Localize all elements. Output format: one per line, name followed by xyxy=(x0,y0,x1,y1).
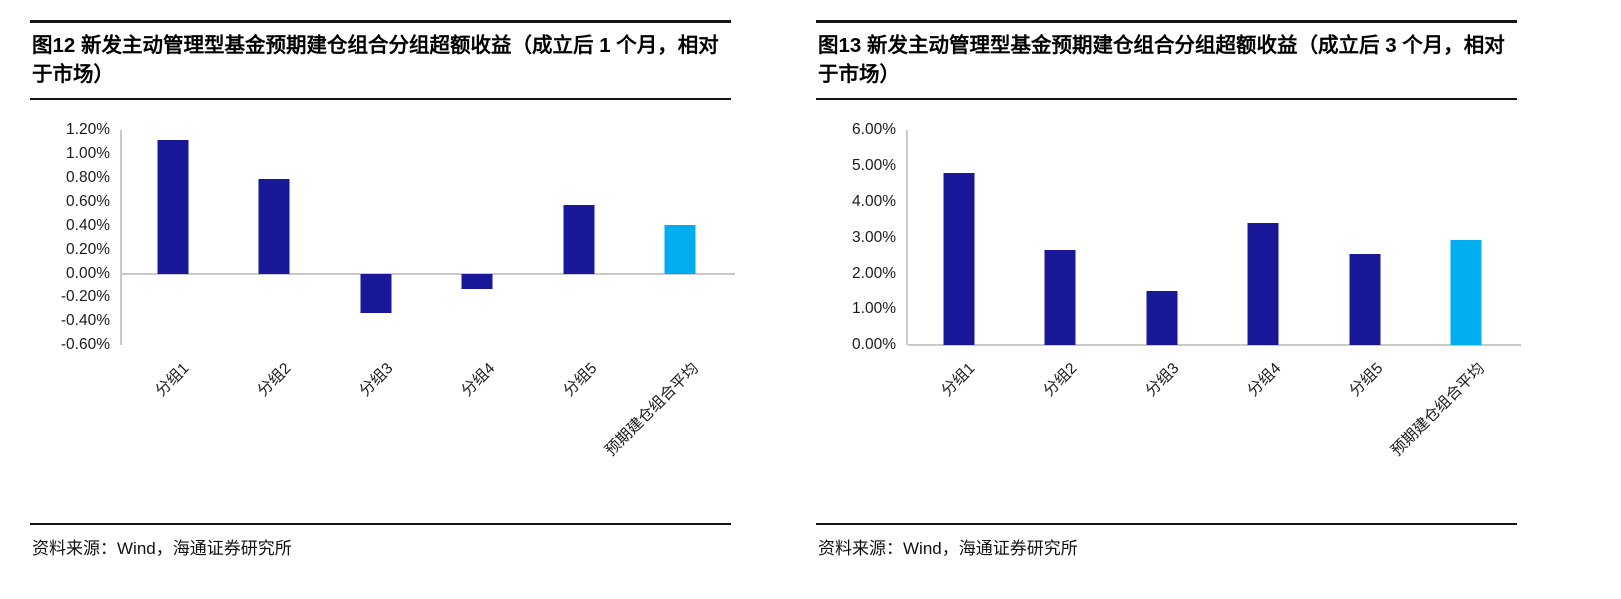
y-tick-label: 2.00% xyxy=(852,264,896,282)
source-line: 资料来源：Wind，海通证券研究所 xyxy=(30,523,731,559)
x-category-label: 分组2 xyxy=(1040,360,1081,401)
bar-分组1 xyxy=(943,173,975,346)
plot xyxy=(120,130,735,346)
bar-分组1 xyxy=(157,139,189,274)
bar-预期建仓组合平均 xyxy=(1450,239,1482,346)
source-line: 资料来源：Wind，海通证券研究所 xyxy=(816,523,1517,559)
bar-分组3 xyxy=(1146,291,1178,346)
report-figures-row: 图12 新发主动管理型基金预期建仓组合分组超额收益（成立后 1 个月，相对于市场… xyxy=(30,20,1521,559)
x-category-label: 分组5 xyxy=(1346,360,1387,401)
y-tick-label: -0.60% xyxy=(60,336,110,354)
chart-title: 图13 新发主动管理型基金预期建仓组合分组超额收益（成立后 3 个月，相对于市场… xyxy=(818,34,1505,87)
bar-分组3 xyxy=(360,273,392,313)
x-category-label: 分组4 xyxy=(1244,360,1285,401)
y-tick-label: 3.00% xyxy=(852,228,896,246)
bar-分组4 xyxy=(1247,223,1279,346)
y-tick-label: -0.40% xyxy=(60,312,110,330)
y-tick-label: 0.00% xyxy=(852,336,896,354)
figure-panel-13: 图13 新发主动管理型基金预期建仓组合分组超额收益（成立后 3 个月，相对于市场… xyxy=(816,20,1521,559)
bar-预期建仓组合平均 xyxy=(664,224,696,274)
plot-area: 分组1 分组2 分组3 分组4 分组5 预期建仓组合平均 xyxy=(906,130,1521,495)
y-tick-label: 0.80% xyxy=(66,168,110,186)
x-axis-labels: 分组1 分组2 分组3 分组4 分组5 预期建仓组合平均 xyxy=(120,345,731,495)
bar-chart-1-month: 1.20% 1.00% 0.80% 0.60% 0.40% 0.20% 0.00% -0.20… xyxy=(30,121,735,495)
y-axis-labels: 1.20% 1.00% 0.80% 0.60% 0.40% 0.20% 0.00% -0.20… xyxy=(30,121,120,353)
y-tick-label: 0.20% xyxy=(66,240,110,258)
y-tick-label: -0.20% xyxy=(60,288,110,306)
y-tick-label: 0.40% xyxy=(66,216,110,234)
bar-分组4 xyxy=(461,273,493,290)
figure-panel-12: 图12 新发主动管理型基金预期建仓组合分组超额收益（成立后 1 个月，相对于市场… xyxy=(30,20,735,559)
x-category-label: 预期建仓组合平均 xyxy=(602,360,703,460)
y-tick-label: 0.00% xyxy=(66,264,110,282)
bar-分组2 xyxy=(1044,250,1076,346)
chart-title-block: 图13 新发主动管理型基金预期建仓组合分组超额收益（成立后 3 个月，相对于市场… xyxy=(816,20,1517,101)
x-category-label: 分组2 xyxy=(254,360,295,401)
bar-分组5 xyxy=(1349,253,1381,346)
zero-baseline xyxy=(908,344,1521,347)
x-category-label: 分组3 xyxy=(356,360,397,401)
chart-title-block: 图12 新发主动管理型基金预期建仓组合分组超额收益（成立后 1 个月，相对于市场… xyxy=(30,20,731,101)
x-category-label: 预期建仓组合平均 xyxy=(1388,360,1489,460)
y-tick-label: 0.60% xyxy=(66,192,110,210)
y-tick-label: 6.00% xyxy=(852,121,896,139)
chart-title: 图12 新发主动管理型基金预期建仓组合分组超额收益（成立后 1 个月，相对于市场… xyxy=(32,34,719,87)
y-tick-label: 5.00% xyxy=(852,157,896,175)
bar-chart-3-month: 6.00% 5.00% 4.00% 3.00% 2.00% 1.00% 0.00% 分组1 分… xyxy=(816,121,1521,495)
x-category-label: 分组4 xyxy=(458,360,499,401)
plot-area: 分组1 分组2 分组3 分组4 分组5 预期建仓组合平均 xyxy=(120,130,735,495)
zero-baseline xyxy=(122,272,735,275)
bar-分组2 xyxy=(258,179,290,274)
y-axis-labels: 6.00% 5.00% 4.00% 3.00% 2.00% 1.00% 0.00% xyxy=(816,121,906,353)
bar-分组5 xyxy=(563,205,595,274)
y-tick-label: 1.00% xyxy=(852,300,896,318)
x-category-label: 分组3 xyxy=(1142,360,1183,401)
source-text: 资料来源：Wind，海通证券研究所 xyxy=(818,539,1078,559)
x-category-label: 分组1 xyxy=(152,360,193,401)
y-tick-label: 1.20% xyxy=(66,121,110,139)
plot xyxy=(906,130,1521,347)
y-tick-label: 4.00% xyxy=(852,192,896,210)
source-text: 资料来源：Wind，海通证券研究所 xyxy=(32,539,292,559)
x-axis-labels: 分组1 分组2 分组3 分组4 分组5 预期建仓组合平均 xyxy=(906,345,1517,495)
y-tick-label: 1.00% xyxy=(66,145,110,163)
x-category-label: 分组1 xyxy=(938,360,979,401)
x-category-label: 分组5 xyxy=(560,360,601,401)
